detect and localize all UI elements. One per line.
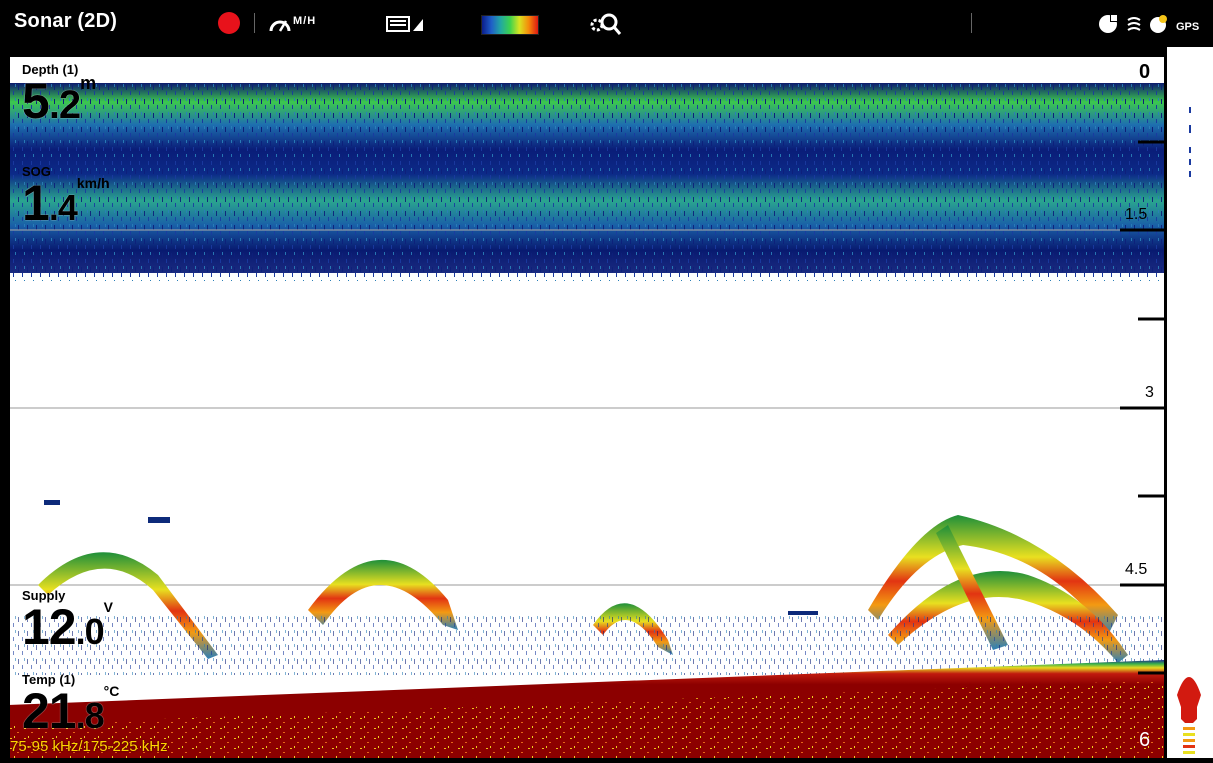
depth-label: Depth (1) (22, 62, 79, 77)
sog-value-decimal: .4 (48, 187, 78, 228)
sog-readout[interactable]: SOG 1.4km/h (22, 164, 110, 232)
supply-label: Supply (22, 588, 66, 603)
sonar-echo-canvas (8, 83, 1164, 758)
zoom-settings-icon[interactable] (590, 11, 622, 37)
top-status-bar: Sonar (2D) M/H GPS (0, 0, 1213, 47)
depth-value-decimal: .2 (48, 83, 81, 127)
sog-unit: km/h (76, 175, 110, 191)
depth-scale-label: 6 (1139, 729, 1151, 751)
temp-value-decimal: .8 (75, 695, 105, 736)
supply-value: 12 (22, 599, 77, 655)
flasher-bottom-indicator (1177, 677, 1201, 754)
speedometer-icon[interactable] (268, 13, 304, 35)
temp-readout[interactable]: Temp (1) 21.8°C (22, 672, 119, 740)
record-icon[interactable] (218, 12, 240, 34)
sog-label: SOG (22, 164, 51, 179)
sonar-view[interactable]: 0 1.5 3 4.5 6 (8, 55, 1164, 758)
separator (254, 13, 255, 33)
alert-icon[interactable] (1150, 15, 1167, 33)
sonar-status-icon[interactable] (1127, 17, 1141, 31)
sog-value: 1 (22, 175, 50, 231)
gps-icon[interactable]: GPS (1176, 21, 1199, 33)
network-icon[interactable] (1099, 14, 1118, 33)
depth-readout[interactable]: Depth (1) 5.2m (22, 62, 96, 129)
keyboard-signal-icon[interactable] (386, 13, 426, 35)
color-palette-icon[interactable] (481, 15, 539, 35)
temp-value: 21 (22, 683, 77, 739)
frequency-label: 75-95 kHz/175-225 kHz (10, 738, 168, 755)
depth-value: 5 (22, 73, 50, 129)
depth-scale-label: 3 (1145, 384, 1154, 401)
depth-scale-label: 1.5 (1125, 206, 1148, 223)
depth-scale-label: 0 (1139, 61, 1151, 83)
separator (971, 13, 972, 33)
temp-unit: °C (103, 683, 120, 699)
supply-readout[interactable]: Supply 12.0V (22, 588, 113, 656)
page-title: Sonar (2D) (14, 10, 118, 32)
flasher-graphic (1177, 107, 1201, 754)
supply-value-decimal: .0 (75, 611, 105, 652)
status-icons: GPS (1099, 14, 1199, 33)
depth-unit: m (80, 73, 97, 93)
flasher-panel (1164, 47, 1213, 758)
speed-unit-label: M/H (293, 15, 317, 27)
temp-label: Temp (1) (22, 672, 76, 687)
depth-scale-label: 4.5 (1125, 561, 1148, 578)
supply-unit: V (103, 599, 113, 615)
